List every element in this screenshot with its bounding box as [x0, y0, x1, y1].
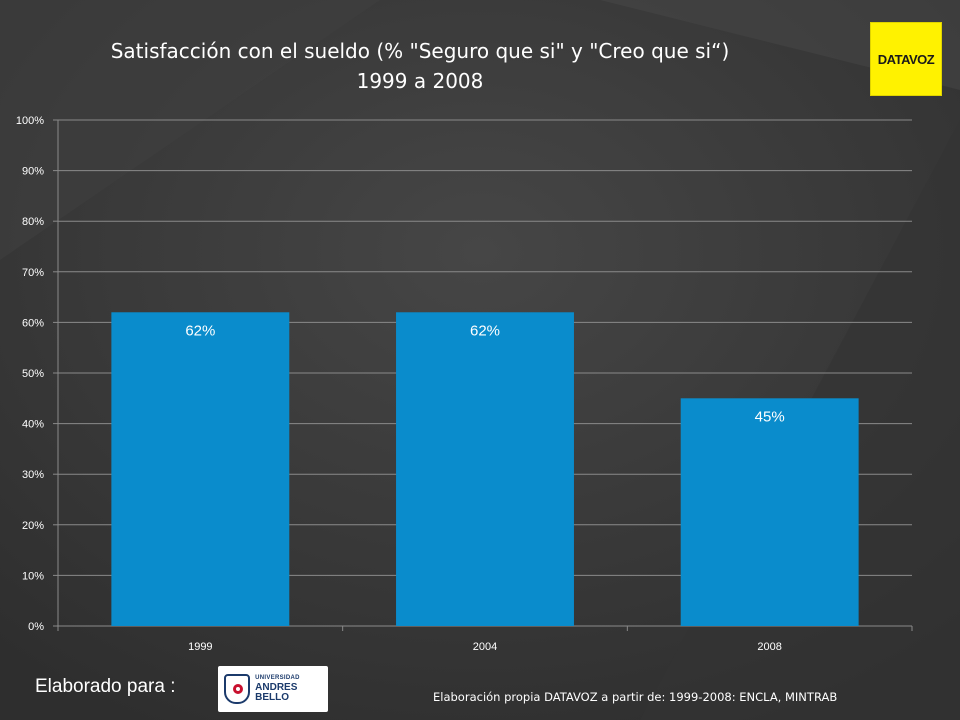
y-tick-label: 100%: [16, 115, 44, 127]
y-tick-label: 30%: [22, 469, 44, 481]
data-label: 62%: [470, 322, 500, 339]
x-tick-label: 2004: [473, 641, 497, 653]
logo-text-small: UNIVERSIDAD: [255, 675, 300, 681]
y-tick-label: 20%: [22, 520, 44, 532]
logo-text-big: ANDRES BELLO: [255, 682, 298, 703]
y-tick-label: 10%: [22, 570, 44, 582]
y-tick-label: 0%: [28, 621, 44, 633]
y-tick-label: 40%: [22, 419, 44, 431]
bar: [111, 312, 290, 626]
universidad-andres-bello-logo: UNIVERSIDAD ANDRES BELLO: [218, 666, 328, 712]
data-label: 45%: [755, 408, 785, 425]
bar: [680, 398, 859, 626]
datavoz-logo: DATAVOZ: [870, 22, 942, 96]
y-tick-label: 50%: [22, 368, 44, 380]
source-note: Elaboración propia DATAVOZ a partir de: …: [433, 690, 838, 704]
y-tick-label: 90%: [22, 166, 44, 178]
chart-title: Satisfacción con el sueldo (% "Seguro qu…: [0, 36, 840, 96]
y-tick-label: 80%: [22, 216, 44, 228]
x-tick-label: 1999: [188, 641, 212, 653]
bar: [396, 312, 574, 626]
data-label: 62%: [185, 322, 215, 339]
university-shield-icon: [224, 674, 251, 704]
bar-chart: 0% 10% 20% 30% 40% 50% 60% 70% 80% 90% 100% 62% 1999…: [16, 115, 913, 653]
datavoz-logo-text: DATAVOZ: [877, 51, 935, 67]
elaborated-for-label: Elaborado para :: [35, 676, 176, 697]
chart-title-line1: Satisfacción con el sueldo (% "Seguro qu…: [110, 39, 730, 63]
y-tick-label: 60%: [22, 317, 44, 329]
x-tick-label: 2008: [757, 641, 781, 653]
y-tick-label: 70%: [22, 267, 44, 279]
chart-title-line2: 1999 a 2008: [356, 69, 484, 93]
